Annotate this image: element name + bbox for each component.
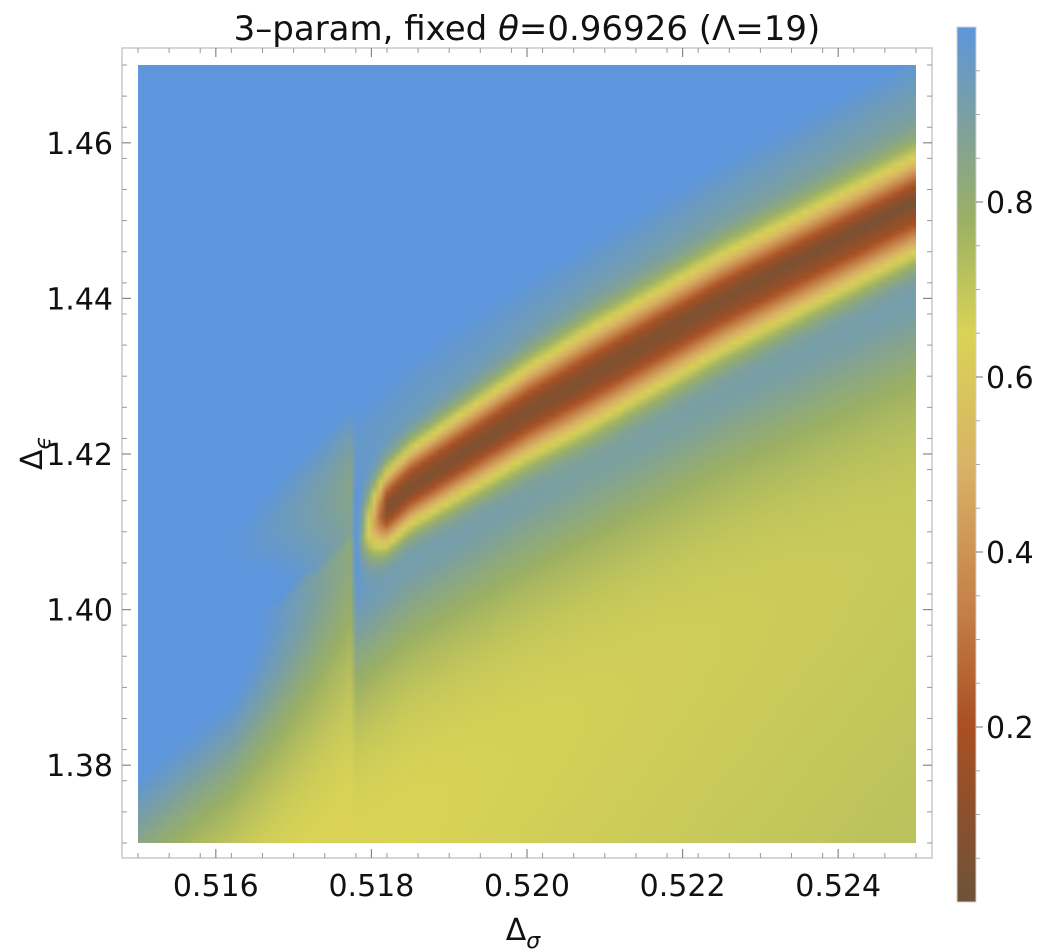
y-axis-label-sub: ϵ bbox=[31, 436, 56, 450]
x-axis-label-sub: σ bbox=[526, 929, 541, 950]
y-axis-label-base: Δ bbox=[15, 449, 50, 470]
y-tick-label: 1.38 bbox=[46, 749, 113, 784]
x-axis-ticks: 0.516 0.518 0.520 0.522 0.524 bbox=[137, 48, 917, 904]
colorbar-tick-label: 0.4 bbox=[986, 536, 1034, 571]
x-tick-label: 0.522 bbox=[640, 869, 726, 904]
y-tick-label: 1.44 bbox=[46, 282, 113, 317]
x-tick-label: 0.518 bbox=[328, 869, 414, 904]
colorbar-tick-label: 0.2 bbox=[986, 711, 1034, 746]
y-axis-label: Δϵ bbox=[15, 436, 56, 470]
colorbar-tick-label: 0.8 bbox=[986, 186, 1034, 221]
heatmap-image bbox=[138, 65, 916, 843]
heatmap-area bbox=[138, 65, 916, 843]
title-theta-value: =0.96926 bbox=[519, 9, 688, 49]
title-theta-symbol: θ bbox=[498, 9, 519, 49]
title-suffix: (Λ=19) bbox=[688, 9, 820, 49]
x-tick-label: 0.520 bbox=[484, 869, 570, 904]
y-tick-label: 1.46 bbox=[46, 127, 113, 162]
chart-title: 3–param, fixed θ=0.96926 (Λ=19) bbox=[234, 9, 821, 49]
x-tick-label: 0.524 bbox=[795, 869, 881, 904]
colorbar-ticks: 0.2 0.4 0.6 0.8 bbox=[976, 70, 1034, 859]
x-axis-label-base: Δ bbox=[506, 913, 527, 948]
y-axis-ticks: 1.38 1.40 1.42 1.44 1.46 bbox=[46, 64, 932, 844]
y-tick-label: 1.40 bbox=[46, 594, 113, 629]
y-tick-label: 1.42 bbox=[46, 438, 113, 473]
title-prefix: 3–param, fixed bbox=[234, 9, 498, 49]
x-tick-label: 0.516 bbox=[173, 869, 259, 904]
colorbar-tick-label: 0.6 bbox=[986, 361, 1034, 396]
x-axis-label: Δσ bbox=[506, 913, 542, 950]
colorbar bbox=[956, 26, 977, 903]
